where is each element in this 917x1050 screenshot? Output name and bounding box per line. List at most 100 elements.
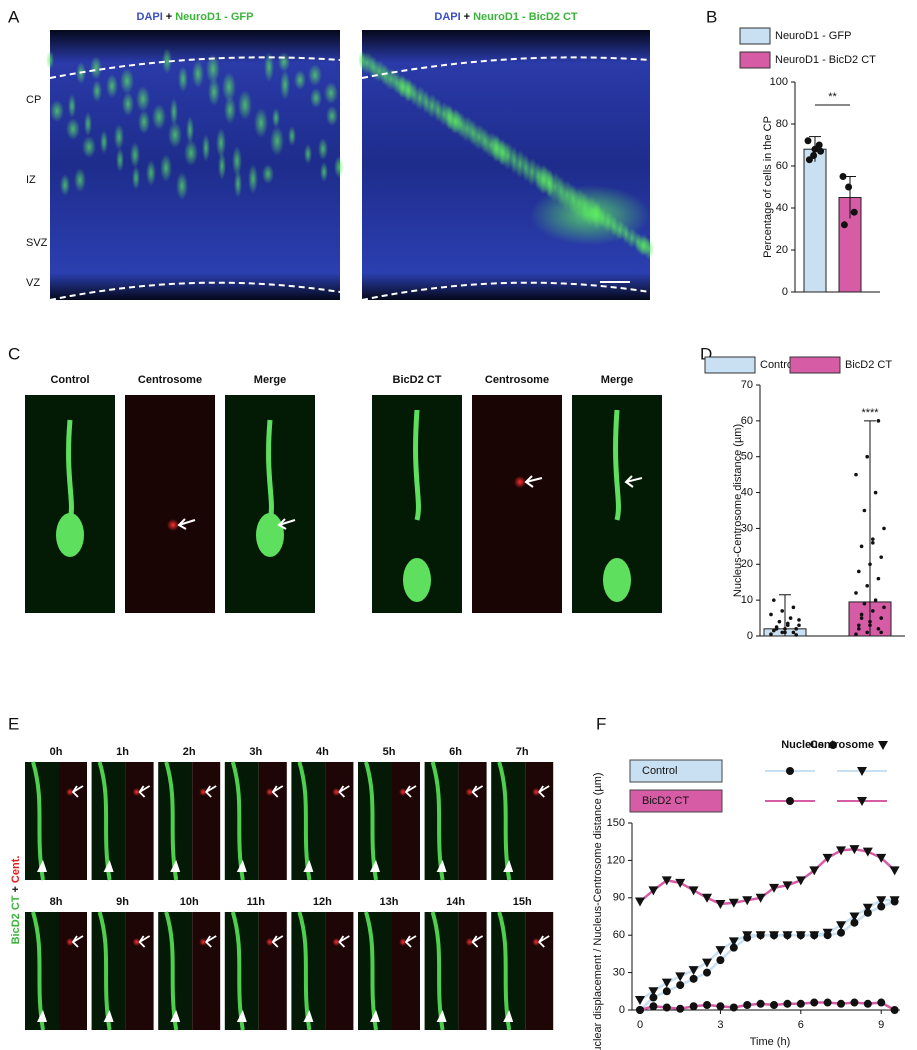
micrograph-red: [192, 912, 221, 1030]
soma: [56, 513, 84, 557]
data-point: [845, 183, 853, 191]
cell-glow: [234, 170, 242, 198]
legend-label: Control: [760, 359, 795, 371]
data-point: [850, 208, 858, 216]
legend-swatch: [629, 789, 723, 813]
arrowhead: [37, 860, 47, 872]
data-point: [873, 490, 878, 495]
neuron: [413, 409, 421, 521]
arrow: [338, 785, 350, 798]
data-point: [879, 616, 883, 620]
soma: [256, 513, 284, 557]
data-point: [783, 627, 787, 631]
neuron: [613, 409, 621, 521]
y-tick-label: 120: [607, 854, 625, 866]
arrow: [538, 935, 550, 948]
centrosome-dot: [265, 788, 274, 796]
panel-label: B: [706, 7, 717, 26]
centrosome-dot: [532, 788, 541, 796]
marker-circle: [770, 1001, 779, 1010]
data-point: [817, 147, 825, 155]
marker-triangle: [889, 896, 900, 906]
image-title: DAPI + NeuroD1 - BicD2 CT: [434, 11, 578, 23]
cell-glow: [304, 144, 312, 164]
cell-glow: [66, 118, 80, 140]
arrowhead: [170, 860, 181, 872]
data-point: [865, 584, 869, 588]
micrograph-red: [392, 762, 420, 880]
arrow: [471, 935, 484, 948]
marker-circle: [689, 1002, 698, 1011]
marker-circle: [662, 1003, 671, 1012]
time-label: 9h: [116, 896, 129, 908]
cell-glow: [60, 174, 70, 196]
time-label: 8h: [50, 896, 63, 908]
micrograph-red: [325, 762, 354, 880]
data-point: [854, 591, 858, 595]
image-title-part: NeuroD1 - GFP: [175, 11, 253, 23]
cell-glow: [398, 74, 406, 98]
cell-glow: [490, 134, 502, 162]
cell-glow: [184, 140, 198, 166]
data-point: [862, 508, 867, 513]
arrowhead: [103, 1010, 114, 1022]
legend-label: NeuroD1 - GFP: [775, 30, 851, 42]
cell-glow: [272, 108, 280, 128]
time-label: 6h: [449, 746, 462, 758]
cell-glow: [192, 60, 204, 88]
arrow: [404, 935, 417, 948]
marker-triangle: [836, 921, 847, 931]
centrosome-dot: [532, 938, 541, 946]
side-label-part: BicD2 CT: [10, 895, 22, 944]
arrow: [471, 785, 484, 798]
marker-circle: [662, 987, 671, 996]
marker-triangle: [857, 797, 867, 806]
cell-glow: [170, 98, 178, 126]
micrograph-red: [258, 762, 287, 880]
y-tick-label: 80: [776, 118, 788, 130]
marker-triangle: [755, 931, 766, 941]
cell-glow: [130, 142, 140, 168]
micrograph: [125, 395, 215, 613]
dashed-border: [49, 56, 341, 79]
data-point: [857, 627, 861, 631]
cell-glow: [360, 52, 374, 74]
image-title: Centrosome: [485, 374, 549, 386]
image-title: BicD2 CT: [393, 374, 442, 386]
zone-label: VZ: [26, 277, 40, 289]
panel-label: A: [8, 7, 20, 26]
marker-circle: [863, 999, 872, 1008]
marker-circle: [890, 1006, 899, 1014]
marker-circle: [649, 993, 658, 1002]
image-title-part: +: [166, 11, 172, 23]
centrosome-dot: [399, 938, 407, 946]
marker-triangle: [849, 845, 860, 855]
data-point: [865, 454, 869, 459]
data-point: [865, 630, 869, 635]
marker-triangle: [795, 876, 806, 886]
cell-glow: [248, 164, 258, 194]
time-label: 4h: [316, 746, 329, 758]
marker-circle: [729, 1003, 738, 1012]
cell-glow: [288, 126, 296, 146]
arrowhead: [170, 1010, 181, 1022]
cell-glow: [238, 90, 252, 120]
cell-glow: [160, 154, 172, 182]
cell-glow: [186, 116, 194, 144]
arrow: [277, 518, 296, 530]
arrow: [271, 785, 284, 798]
arrowhead: [503, 1010, 514, 1022]
time-label: 12h: [313, 896, 332, 908]
data-point: [783, 630, 787, 635]
cell-glow: [116, 148, 124, 172]
data-point: [791, 605, 796, 610]
cell-glow: [224, 96, 236, 124]
data-point: [871, 540, 875, 545]
data-point: [839, 173, 847, 180]
arrowhead: [370, 1010, 380, 1022]
data-point: [794, 627, 798, 631]
data-point: [857, 623, 861, 628]
neuron: [66, 419, 74, 521]
centrosome-dot: [199, 938, 208, 946]
